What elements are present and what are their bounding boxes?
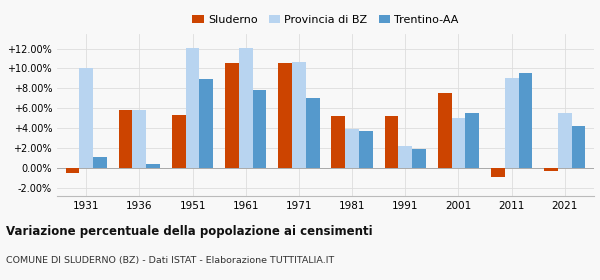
Bar	[466, 113, 479, 168]
Bar	[437, 93, 452, 168]
Bar	[185, 48, 199, 168]
Bar	[544, 168, 558, 171]
Bar	[79, 69, 93, 168]
Bar	[398, 146, 412, 168]
Bar	[359, 131, 373, 168]
Bar	[225, 63, 239, 168]
Bar	[172, 115, 185, 168]
Bar	[385, 116, 398, 168]
Bar	[518, 73, 532, 168]
Bar	[133, 110, 146, 168]
Text: COMUNE DI SLUDERNO (BZ) - Dati ISTAT - Elaborazione TUTTITALIA.IT: COMUNE DI SLUDERNO (BZ) - Dati ISTAT - E…	[6, 256, 334, 265]
Bar	[292, 62, 306, 168]
Bar	[558, 113, 572, 168]
Bar	[253, 90, 266, 168]
Legend: Sluderno, Provincia di BZ, Trentino-AA: Sluderno, Provincia di BZ, Trentino-AA	[193, 15, 458, 25]
Bar	[491, 168, 505, 177]
Bar	[119, 110, 133, 168]
Bar	[199, 80, 214, 168]
Bar	[572, 126, 586, 168]
Bar	[331, 116, 345, 168]
Bar	[146, 164, 160, 168]
Bar	[278, 63, 292, 168]
Bar	[412, 149, 426, 168]
Bar	[306, 98, 320, 168]
Bar	[452, 118, 466, 168]
Bar	[239, 48, 253, 168]
Bar	[93, 157, 107, 168]
Bar	[345, 129, 359, 168]
Bar	[65, 168, 79, 173]
Bar	[505, 78, 518, 168]
Text: Variazione percentuale della popolazione ai censimenti: Variazione percentuale della popolazione…	[6, 225, 373, 238]
